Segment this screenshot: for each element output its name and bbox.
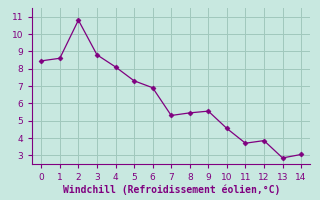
X-axis label: Windchill (Refroidissement éolien,°C): Windchill (Refroidissement éolien,°C) — [62, 185, 280, 195]
